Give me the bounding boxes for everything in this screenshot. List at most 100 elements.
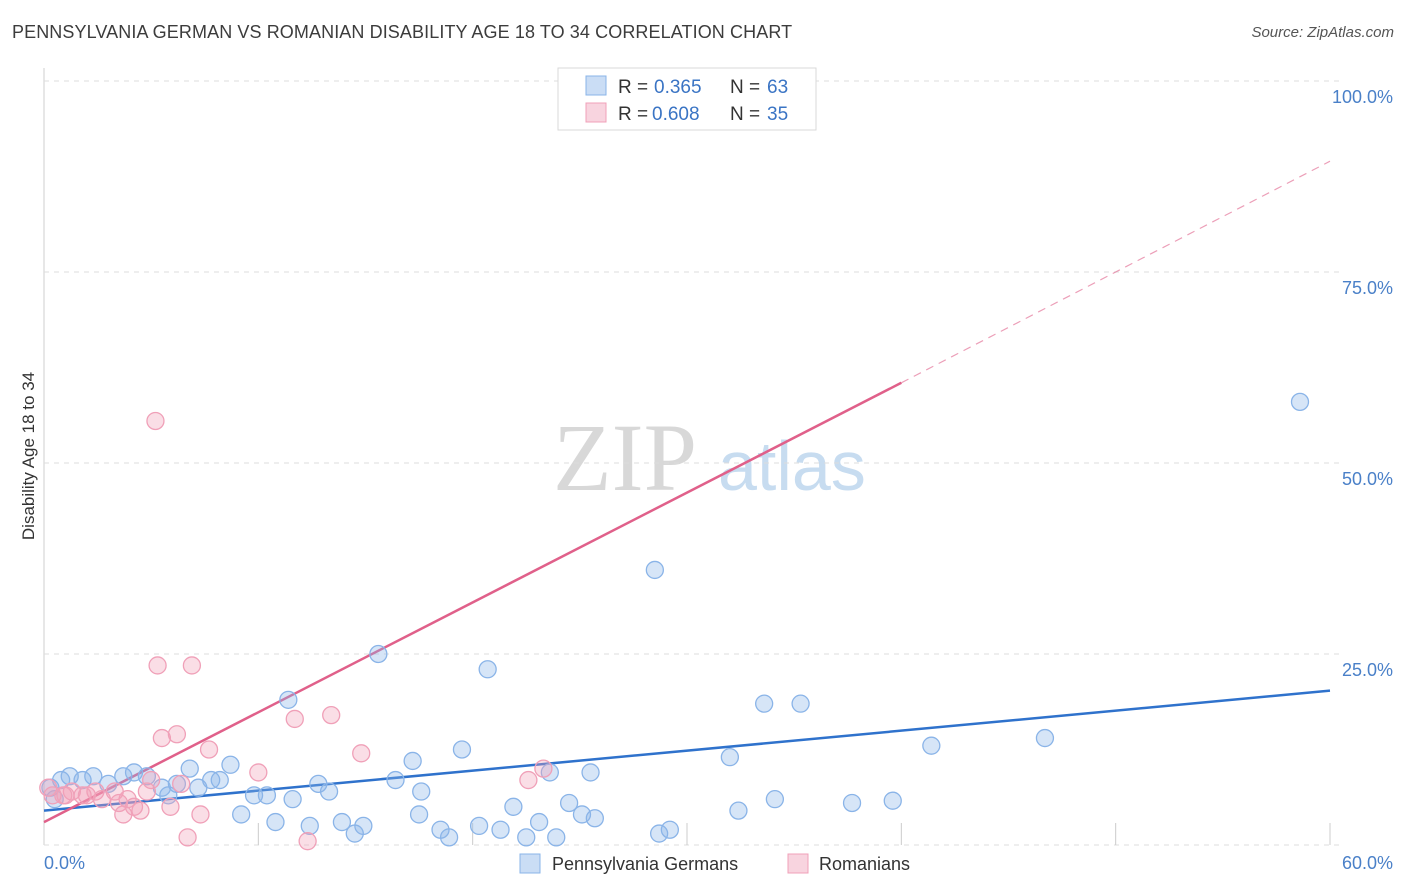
pennsylvania-german-point-18[interactable] (244, 786, 264, 805)
pennsylvania-german-point-44[interactable] (547, 828, 566, 847)
pennsylvania-german-point-41[interactable] (517, 828, 536, 847)
romanian-point-13[interactable] (137, 782, 157, 801)
pennsylvania-german-point-61[interactable] (1290, 392, 1310, 412)
romanian-point-14[interactable] (142, 770, 161, 790)
y-tick-label-50: 50.0% (1342, 469, 1393, 489)
pennsylvania-german-point-47[interactable] (581, 763, 600, 782)
romanian-point-22[interactable] (182, 656, 202, 675)
pennsylvania-german-point-31[interactable] (403, 751, 422, 771)
pennsylvania-german-trend-line (43, 689, 1331, 812)
legend-r-value-1: 0.365 (654, 77, 702, 98)
legend-n-label-1: N = (730, 77, 760, 98)
pennsylvania-german-point-21[interactable] (279, 690, 298, 709)
y-tick-label-100: 100.0% (1332, 87, 1393, 107)
pennsylvania-german-point-23[interactable] (300, 816, 319, 836)
pennsylvania-german-point-37[interactable] (469, 816, 489, 836)
pennsylvania-german-point-49[interactable] (645, 560, 664, 580)
pennsylvania-german-point-12[interactable] (180, 759, 199, 778)
romanian-point-18[interactable] (161, 797, 180, 816)
pennsylvania-german-point-29[interactable] (369, 644, 388, 664)
data-points (39, 71, 1310, 851)
y-tick-label-25: 25.0% (1342, 660, 1393, 680)
pennsylvania-german-point-39[interactable] (491, 820, 510, 839)
x-tick-min: 0.0% (44, 853, 85, 873)
pennsylvania-german-point-6[interactable] (114, 767, 133, 786)
romanian-point-15[interactable] (146, 411, 165, 431)
romanian-trend-extension (901, 160, 1331, 384)
chart-title: PENNSYLVANIA GERMAN VS ROMANIAN DISABILI… (12, 22, 793, 42)
pennsylvania-german-point-51[interactable] (660, 820, 680, 839)
pennsylvania-german-point-36[interactable] (452, 740, 472, 759)
romanian-point-31[interactable] (534, 759, 553, 778)
romanian-point-34[interactable] (77, 786, 97, 805)
pennsylvania-german-point-59[interactable] (922, 736, 941, 755)
watermark-zip: ZIP (553, 404, 697, 511)
legend-n-value-2: 35 (767, 104, 788, 125)
legend-r-value-2: 0.608 (652, 104, 700, 125)
romanian-point-26[interactable] (285, 709, 304, 729)
pennsylvania-german-point-54[interactable] (755, 694, 774, 713)
source-credit[interactable]: Source: ZipAtlas.com (1251, 24, 1394, 41)
pennsylvania-german-point-4[interactable] (84, 767, 103, 786)
romanian-point-1[interactable] (43, 786, 62, 805)
pennsylvania-german-point-52[interactable] (720, 747, 740, 767)
pennsylvania-german-point-26[interactable] (332, 812, 352, 832)
legend-r-label-2: R = (618, 104, 648, 125)
pennsylvania-german-point-38[interactable] (478, 660, 497, 679)
legend-swatch-romanians (585, 102, 607, 123)
pennsylvania-german-point-55[interactable] (765, 790, 785, 809)
romanian-point-24[interactable] (199, 740, 219, 759)
bottom-legend: Pennsylvania Germans Romanians (519, 853, 910, 874)
romanian-point-27[interactable] (298, 832, 317, 851)
romanian-point-28[interactable] (322, 705, 341, 725)
romanian-point-33[interactable] (56, 786, 75, 805)
pennsylvania-german-point-53[interactable] (729, 801, 748, 820)
pennsylvania-german-point-15[interactable] (210, 770, 229, 790)
pennsylvania-german-point-20[interactable] (266, 812, 285, 832)
romanian-point-25[interactable] (249, 763, 268, 782)
romanian-point-12[interactable] (131, 801, 150, 820)
romanian-point-17[interactable] (152, 728, 172, 748)
bottom-swatch-pennsylvania-germans (519, 853, 541, 874)
pennsylvania-german-point-45[interactable] (559, 793, 579, 813)
romanian-point-23[interactable] (191, 805, 210, 824)
pennsylvania-german-point-58[interactable] (883, 791, 902, 810)
pennsylvania-german-point-16[interactable] (221, 755, 240, 774)
pennsylvania-german-point-42[interactable] (529, 812, 549, 832)
romanian-point-16[interactable] (148, 656, 167, 675)
romanian-point-30[interactable] (519, 770, 538, 790)
legend-r-label-1: R = (618, 77, 648, 98)
romanian-point-8[interactable] (109, 793, 129, 813)
romanian-point-19[interactable] (167, 725, 187, 744)
pennsylvania-german-point-60[interactable] (1035, 728, 1055, 748)
y-gridlines: 25.0% 50.0% 75.0% 100.0% (44, 80, 1393, 846)
pennsylvania-german-point-50[interactable] (649, 824, 669, 843)
pennsylvania-german-point-17[interactable] (232, 805, 251, 824)
pennsylvania-german-point-19[interactable] (257, 786, 277, 805)
romanian-point-21[interactable] (178, 828, 197, 847)
legend-swatch-pennsylvania-germans (585, 75, 607, 96)
legend: R = 0.365 N = 63 R = 0.608 N = 35 (557, 67, 817, 131)
pennsylvania-german-point-33[interactable] (412, 782, 431, 801)
y-axis-label: Disability Age 18 to 34 (19, 372, 38, 540)
x-tick-max: 60.0% (1342, 853, 1393, 873)
pennsylvania-german-point-32[interactable] (409, 805, 429, 824)
bottom-swatch-romanians (787, 853, 809, 874)
pennsylvania-german-point-25[interactable] (319, 782, 339, 801)
pennsylvania-german-point-28[interactable] (354, 816, 373, 836)
legend-n-label-2: N = (730, 104, 760, 125)
pennsylvania-german-point-40[interactable] (504, 797, 523, 816)
pennsylvania-german-point-56[interactable] (791, 694, 810, 713)
romanian-point-29[interactable] (352, 744, 371, 763)
pennsylvania-german-point-22[interactable] (283, 790, 302, 809)
legend-box (557, 67, 817, 131)
pennsylvania-german-point-35[interactable] (439, 828, 459, 847)
romanian-point-20[interactable] (172, 774, 191, 794)
x-gridmarks (257, 823, 1331, 845)
pennsylvania-german-point-11[interactable] (167, 774, 187, 794)
pennsylvania-german-point-57[interactable] (842, 793, 862, 813)
pennsylvania-german-point-30[interactable] (386, 770, 405, 790)
pennsylvania-german-point-48[interactable] (585, 809, 604, 828)
bottom-legend-pennsylvania-germans: Pennsylvania Germans (552, 854, 738, 874)
